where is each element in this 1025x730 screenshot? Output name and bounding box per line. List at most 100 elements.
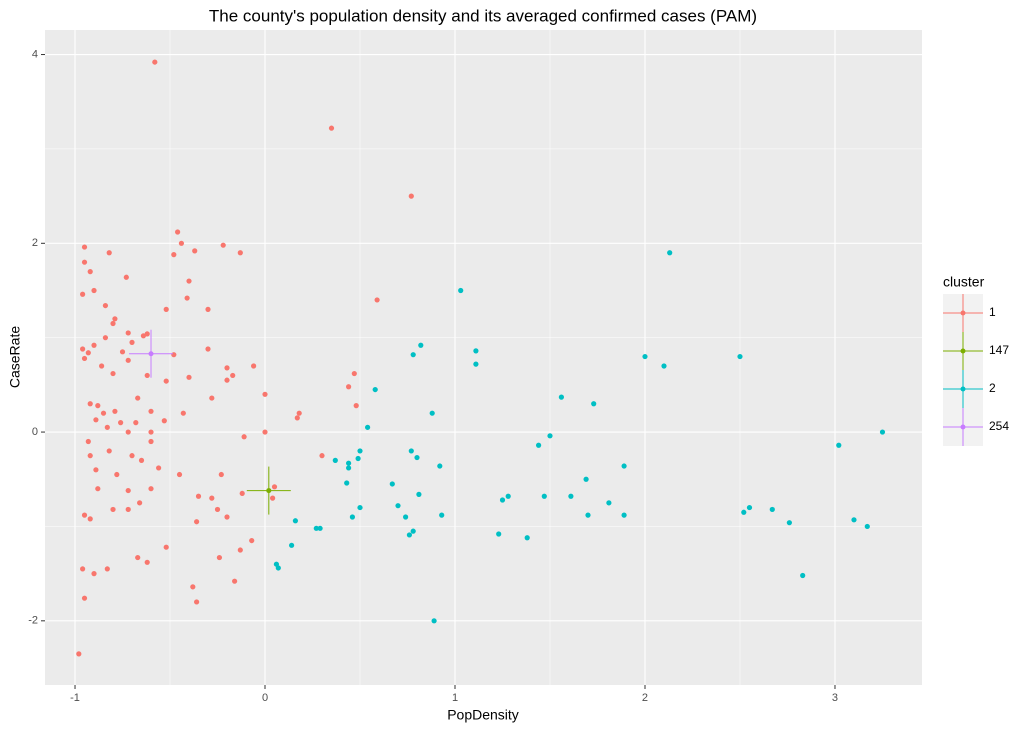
point (741, 509, 747, 515)
point (144, 372, 150, 379)
point (332, 457, 338, 463)
point (558, 394, 564, 400)
series-point (76, 59, 414, 657)
point (296, 410, 302, 416)
series-crosshair (129, 329, 174, 378)
point (403, 514, 409, 520)
point (102, 302, 109, 309)
point (125, 330, 131, 336)
point (496, 531, 502, 537)
x-tick-label: 0 (262, 692, 268, 704)
series-crosshair (246, 466, 291, 515)
point (621, 463, 627, 469)
point (547, 433, 553, 439)
point (186, 374, 192, 380)
legend-key (943, 370, 983, 408)
point (313, 525, 319, 531)
point (249, 537, 255, 544)
point (410, 352, 416, 358)
point (357, 448, 363, 454)
point (499, 497, 506, 503)
point (237, 250, 243, 256)
point (144, 559, 150, 565)
point (642, 353, 648, 360)
chart-title: The county's population density and its … (209, 6, 757, 25)
point (349, 514, 356, 520)
point (106, 448, 112, 454)
point (100, 410, 107, 416)
point (406, 532, 413, 538)
y-axis-title: CaseRate (7, 326, 23, 388)
x-tick-label: -1 (70, 692, 80, 704)
point (879, 429, 886, 435)
point (346, 465, 352, 471)
point (344, 480, 350, 486)
point (87, 516, 93, 522)
point (87, 401, 93, 407)
point (81, 244, 88, 250)
point (125, 357, 131, 363)
point (541, 493, 547, 499)
point (119, 349, 126, 355)
point (262, 391, 268, 397)
point (138, 457, 145, 463)
point (429, 410, 435, 416)
point (239, 490, 245, 497)
crosshair-center (266, 488, 272, 494)
point (836, 442, 842, 448)
point (621, 512, 627, 518)
point (81, 259, 88, 265)
point (171, 352, 177, 358)
point (230, 372, 236, 379)
point (351, 370, 357, 377)
point (241, 434, 247, 440)
point (524, 535, 530, 541)
point (135, 395, 141, 401)
point (346, 460, 352, 466)
point (414, 454, 420, 461)
point (87, 269, 93, 275)
point (355, 455, 361, 462)
point (864, 523, 870, 530)
point (87, 453, 93, 459)
medoid (246, 466, 291, 515)
legend-label: 1 (989, 305, 996, 319)
point (184, 295, 190, 301)
point (104, 566, 110, 572)
point (104, 424, 110, 430)
point (237, 547, 243, 553)
point (194, 519, 200, 525)
point (125, 487, 131, 494)
point (80, 291, 86, 297)
point (93, 417, 99, 423)
y-tick-label: -2 (28, 615, 38, 627)
point (148, 429, 154, 435)
legend-label: 2 (989, 381, 996, 395)
medoid (129, 329, 174, 378)
point (410, 528, 416, 534)
point (357, 504, 363, 511)
point (85, 350, 91, 356)
plot-panel (45, 30, 922, 685)
point (148, 486, 154, 492)
crosshair-center (960, 386, 966, 392)
legend-key (943, 408, 983, 446)
point (175, 229, 181, 235)
point (80, 566, 86, 572)
point (270, 495, 276, 501)
y-tick-label: 0 (32, 426, 38, 438)
point (418, 342, 424, 348)
point (328, 125, 335, 131)
point (585, 512, 591, 518)
point (262, 429, 268, 435)
point (81, 512, 88, 518)
point (118, 420, 124, 426)
point (102, 335, 109, 341)
point (294, 415, 300, 421)
point (123, 274, 129, 280)
point (851, 517, 857, 523)
point (91, 571, 97, 577)
point (156, 465, 162, 471)
y-tick-label: 4 (32, 48, 38, 60)
